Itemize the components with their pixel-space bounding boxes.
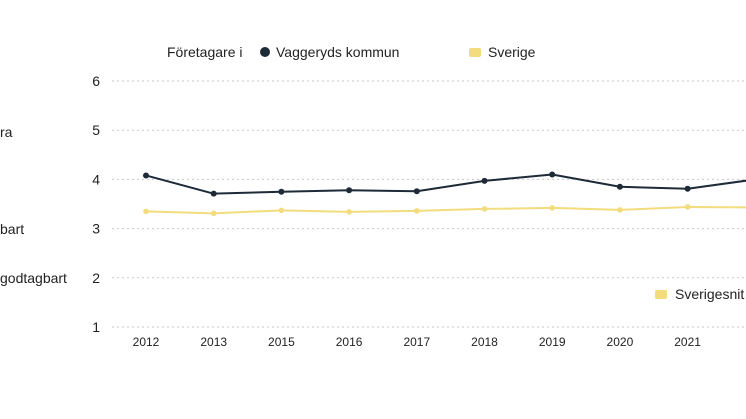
- x-axis: 2012201320152016201720182019202020212: [133, 335, 702, 349]
- y-tick-label: 3: [92, 221, 100, 237]
- annotation-label: Sverigesnit: [675, 286, 744, 302]
- legend-label-vaggeryds: Vaggeryds kommun: [276, 44, 399, 60]
- x-tick-label: 2018: [471, 335, 498, 349]
- data-point[interactable]: [684, 185, 691, 192]
- data-point[interactable]: [414, 208, 420, 214]
- data-point[interactable]: [210, 190, 217, 197]
- annotation-marker: [655, 290, 667, 299]
- data-point[interactable]: [278, 188, 285, 195]
- series-line: [145, 173, 746, 195]
- legend-marker-sverige: [469, 48, 481, 57]
- data-point[interactable]: [278, 207, 285, 214]
- y-tick-label: 1: [92, 319, 100, 335]
- x-tick-label: 2016: [336, 335, 363, 349]
- legend-title: Företagare i: [167, 44, 242, 60]
- data-point[interactable]: [210, 210, 217, 217]
- y-tick-label: 5: [92, 122, 100, 138]
- series-sverige: [143, 204, 746, 217]
- y-tick-label: 6: [92, 73, 100, 89]
- side-label-godtagbart: godtagbart: [0, 270, 67, 286]
- x-tick-label: 2013: [200, 335, 227, 349]
- data-point[interactable]: [143, 172, 149, 179]
- side-label-ra: ra: [0, 124, 13, 140]
- x-tick-label: 2021: [674, 335, 701, 349]
- chart-legend: Företagare i Vaggeryds kommun Sverige: [167, 44, 536, 60]
- data-point[interactable]: [346, 209, 352, 215]
- legend-marker-vaggeryds: [260, 47, 270, 57]
- series-line: [145, 205, 746, 215]
- sverigesnitt-annotation: Sverigesnit: [655, 286, 744, 302]
- data-point[interactable]: [413, 188, 420, 195]
- series-layer: [143, 171, 746, 217]
- legend-item-sverige[interactable]: Sverige: [469, 44, 536, 60]
- x-tick-label: 2019: [539, 335, 566, 349]
- data-point[interactable]: [617, 207, 623, 213]
- data-point[interactable]: [481, 177, 488, 184]
- y-tick-label: 4: [92, 171, 100, 187]
- series-vaggeryds: [143, 171, 746, 197]
- legend-label-sverige: Sverige: [488, 44, 536, 60]
- data-point[interactable]: [684, 204, 691, 210]
- x-tick-label: 2017: [403, 335, 430, 349]
- legend-item-vaggeryds[interactable]: Vaggeryds kommun: [260, 44, 399, 60]
- side-label-bart: bart: [0, 221, 25, 237]
- data-point[interactable]: [616, 183, 623, 190]
- data-point[interactable]: [549, 205, 555, 211]
- data-point[interactable]: [143, 208, 149, 215]
- data-point[interactable]: [549, 171, 556, 178]
- x-tick-label: 2012: [133, 335, 160, 349]
- x-tick-label: 2015: [268, 335, 295, 349]
- y-tick-label: 2: [92, 270, 100, 286]
- x-tick-label: 2020: [607, 335, 634, 349]
- data-point[interactable]: [481, 206, 488, 212]
- y-axis: 1 2 3 4 5 6: [92, 73, 100, 335]
- grid-layer: [112, 80, 746, 328]
- data-point[interactable]: [346, 187, 353, 194]
